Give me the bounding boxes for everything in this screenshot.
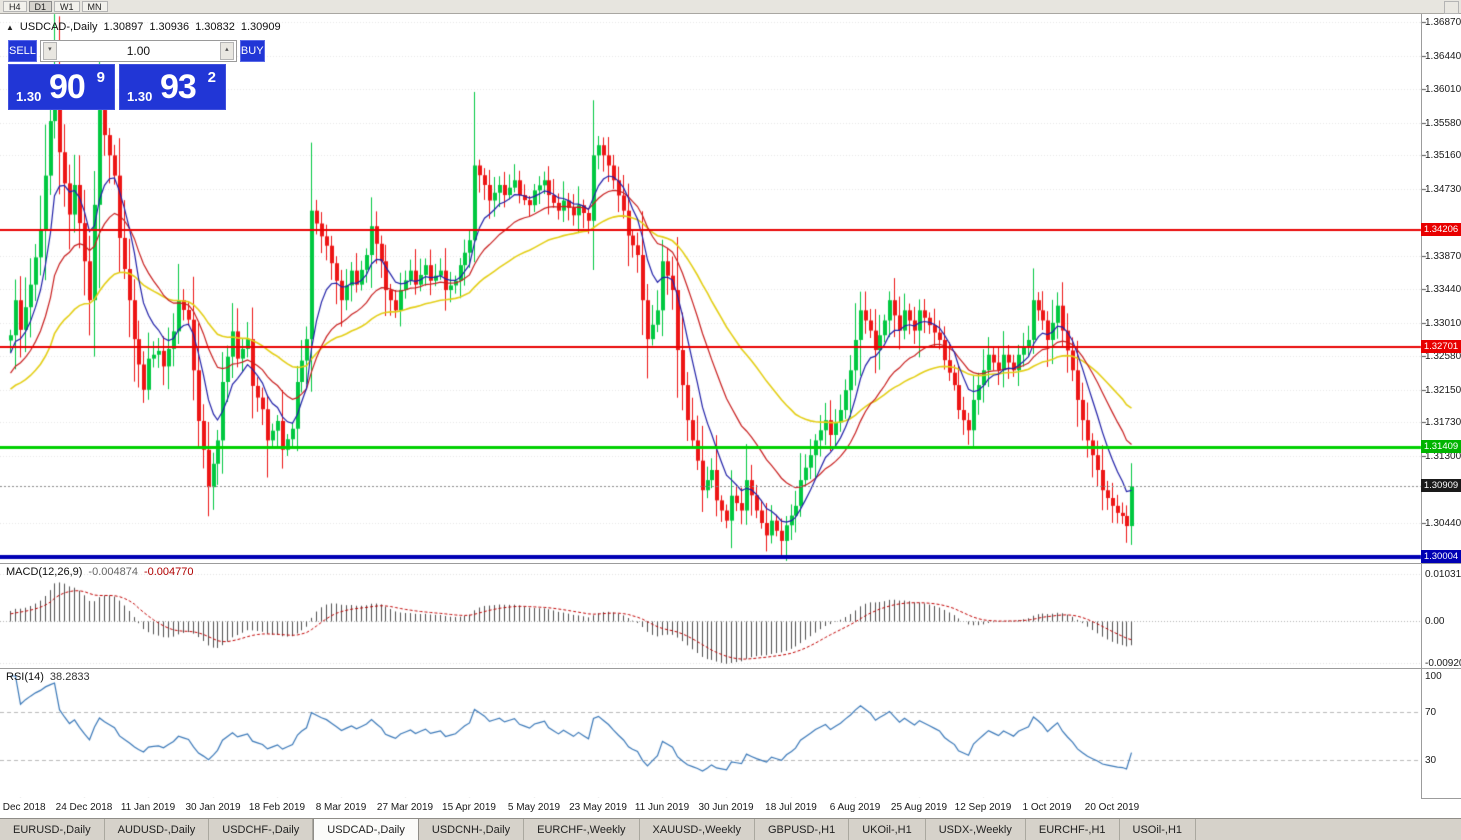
price-level-badge: 1.32701 bbox=[1421, 339, 1461, 353]
macd-axis-label: 0.010311 bbox=[1425, 569, 1461, 581]
chart-tab[interactable]: AUDUSD-,Daily bbox=[105, 819, 210, 840]
price-axis-label: 1.33440 bbox=[1425, 284, 1461, 296]
rsi-label: RSI(14) bbox=[6, 671, 44, 683]
ohlc-low: 1.30832 bbox=[195, 21, 235, 33]
date-axis-label: 12 Sep 2019 bbox=[954, 802, 1012, 813]
chart-ohlc-header: ▲ USDCAD-,Daily 1.30897 1.30936 1.30832 1.309… bbox=[6, 21, 287, 33]
chart-tab[interactable]: USDCNH-,Daily bbox=[419, 819, 525, 840]
ohlc-open: 1.30897 bbox=[103, 21, 144, 33]
rsi-header: RSI(14) 38.2833 bbox=[6, 671, 90, 683]
chart-tab[interactable]: USDCHF-,Daily bbox=[209, 819, 314, 840]
chart-tab[interactable]: EURCHF-,H1 bbox=[1026, 819, 1120, 840]
price-level-badge: 1.31409 bbox=[1421, 440, 1461, 454]
date-axis-label: 8 Mar 2019 bbox=[315, 802, 367, 813]
sell-price-big: 90 bbox=[49, 68, 86, 106]
date-axis-label: 15 Apr 2019 bbox=[442, 802, 496, 813]
chart-tab[interactable]: EURCHF-,Weekly bbox=[524, 819, 640, 840]
chart-tab[interactable]: USDCAD-,Daily bbox=[313, 819, 419, 840]
price-axis-label: 1.35160 bbox=[1425, 150, 1461, 162]
axis-scroll-button[interactable] bbox=[1444, 1, 1459, 14]
date-axis-label: 11 Jan 2019 bbox=[120, 802, 176, 813]
volume-decrease-button[interactable]: ▾ bbox=[42, 42, 57, 60]
chart-tab[interactable]: USDX-,Weekly bbox=[926, 819, 1026, 840]
volume-box: ▾ ▴ bbox=[39, 40, 237, 62]
timeframe-button-mn[interactable]: MN bbox=[81, 1, 108, 12]
rsi-axis-label: 100 bbox=[1425, 671, 1442, 682]
date-axis-label: 5 May 2019 bbox=[507, 802, 561, 813]
date-axis-label: 25 Aug 2019 bbox=[890, 802, 948, 813]
price-axis-label: 1.31730 bbox=[1425, 417, 1461, 429]
price-axis-label: 1.36010 bbox=[1425, 84, 1461, 96]
date-axis-label: 23 May 2019 bbox=[569, 802, 627, 813]
price-level-badge: 1.34206 bbox=[1421, 222, 1461, 236]
chart-tab-bar: EURUSD-,Daily AUDUSD-,Daily USDCHF-,Daily U… bbox=[0, 818, 1461, 840]
rsi-value: 38.2833 bbox=[49, 671, 90, 683]
sell-price-sup: 9 bbox=[96, 69, 105, 86]
price-axis-label: 1.33010 bbox=[1425, 317, 1461, 329]
chart-tab[interactable]: XAUUSD-,Weekly bbox=[640, 819, 755, 840]
macd-main-value: -0.004874 bbox=[88, 566, 138, 578]
date-axis-label: 30 Jan 2019 bbox=[185, 802, 241, 813]
chart-tab[interactable]: GBPUSD-,H1 bbox=[755, 819, 850, 840]
price-axis[interactable]: 1.36870 1.36440 1.36010 1.35580 1.35160 1.347… bbox=[1421, 14, 1461, 798]
date-axis-label: 30 Jun 2019 bbox=[698, 802, 754, 813]
chart-symbol-label: USDCAD-,Daily bbox=[19, 21, 98, 33]
date-axis-label: 27 Mar 2019 bbox=[376, 802, 434, 813]
price-axis-border bbox=[1421, 14, 1422, 798]
timeframe-button-h4[interactable]: H4 bbox=[3, 1, 27, 12]
date-axis[interactable]: 5 Dec 2018 24 Dec 2018 11 Jan 2019 30 Jan 2… bbox=[0, 798, 1421, 818]
sell-price-display[interactable]: 1.30 90 9 bbox=[8, 64, 115, 110]
sell-button[interactable]: SELL bbox=[8, 40, 37, 62]
one-click-trade-panel: SELL ▾ ▴ BUY 1.30 90 9 1.30 93 2 bbox=[8, 40, 265, 110]
price-axis-label: 1.32580 bbox=[1425, 351, 1461, 363]
macd-header: MACD(12,26,9) -0.004874 -0.004770 bbox=[6, 566, 194, 578]
price-axis-label: 1.36440 bbox=[1425, 50, 1461, 62]
price-axis-label: 1.36870 bbox=[1425, 17, 1461, 29]
chart-tab[interactable]: USOil-,H1 bbox=[1120, 819, 1197, 840]
date-axis-label: 18 Jul 2019 bbox=[765, 802, 817, 813]
price-axis-label: 1.34730 bbox=[1425, 183, 1461, 195]
price-axis-label: 1.30440 bbox=[1425, 517, 1461, 529]
macd-axis-label: 0.00 bbox=[1425, 616, 1445, 627]
macd-rsi-separator[interactable] bbox=[0, 668, 1461, 669]
main-macd-separator[interactable] bbox=[0, 563, 1461, 564]
buy-price-display[interactable]: 1.30 93 2 bbox=[119, 64, 226, 110]
timeframe-button-w1[interactable]: W1 bbox=[54, 1, 80, 12]
price-axis-label: 1.31300 bbox=[1425, 450, 1461, 462]
price-level-badge: 1.30004 bbox=[1421, 549, 1461, 563]
timeframe-button-d1[interactable]: D1 bbox=[28, 1, 53, 12]
buy-price-sup: 2 bbox=[207, 69, 216, 86]
macd-axis-label: -0.009203 bbox=[1425, 657, 1461, 669]
volume-increase-button[interactable]: ▴ bbox=[219, 42, 234, 60]
rsi-axis-label: 70 bbox=[1425, 707, 1437, 718]
chart-tab[interactable]: EURUSD-,Daily bbox=[0, 819, 105, 840]
rsi-axis-label: 30 bbox=[1425, 755, 1437, 766]
price-axis-label: 1.33870 bbox=[1425, 250, 1461, 262]
date-axis-label: 5 Dec 2018 bbox=[0, 802, 46, 813]
volume-input[interactable] bbox=[58, 43, 218, 59]
buy-price-small: 1.30 bbox=[127, 89, 153, 104]
chart-tab[interactable]: UKOil-,H1 bbox=[849, 819, 926, 840]
date-axis-label: 11 Jun 2019 bbox=[634, 802, 690, 813]
price-axis-label: 1.35580 bbox=[1425, 117, 1461, 129]
buy-button[interactable]: BUY bbox=[239, 40, 265, 62]
date-axis-label: 20 Oct 2019 bbox=[1084, 802, 1140, 813]
macd-signal-value: -0.004770 bbox=[143, 566, 194, 578]
buy-price-big: 93 bbox=[160, 68, 197, 106]
ohlc-high: 1.30936 bbox=[149, 21, 190, 33]
sell-price-small: 1.30 bbox=[16, 89, 42, 104]
ohlc-close: 1.30909 bbox=[240, 21, 281, 33]
timeframe-toolbar: H4 D1 W1 MN bbox=[0, 0, 1461, 14]
price-level-badge: 1.30909 bbox=[1421, 479, 1461, 493]
date-axis-label: 1 Oct 2019 bbox=[1022, 802, 1072, 813]
macd-label: MACD(12,26,9) bbox=[6, 566, 83, 578]
price-axis-label: 1.32150 bbox=[1425, 384, 1461, 396]
date-axis-label: 6 Aug 2019 bbox=[829, 802, 881, 813]
date-axis-label: 18 Feb 2019 bbox=[248, 802, 306, 813]
date-axis-label: 24 Dec 2018 bbox=[55, 802, 113, 813]
chart-marker-icon: ▲ bbox=[6, 23, 14, 32]
